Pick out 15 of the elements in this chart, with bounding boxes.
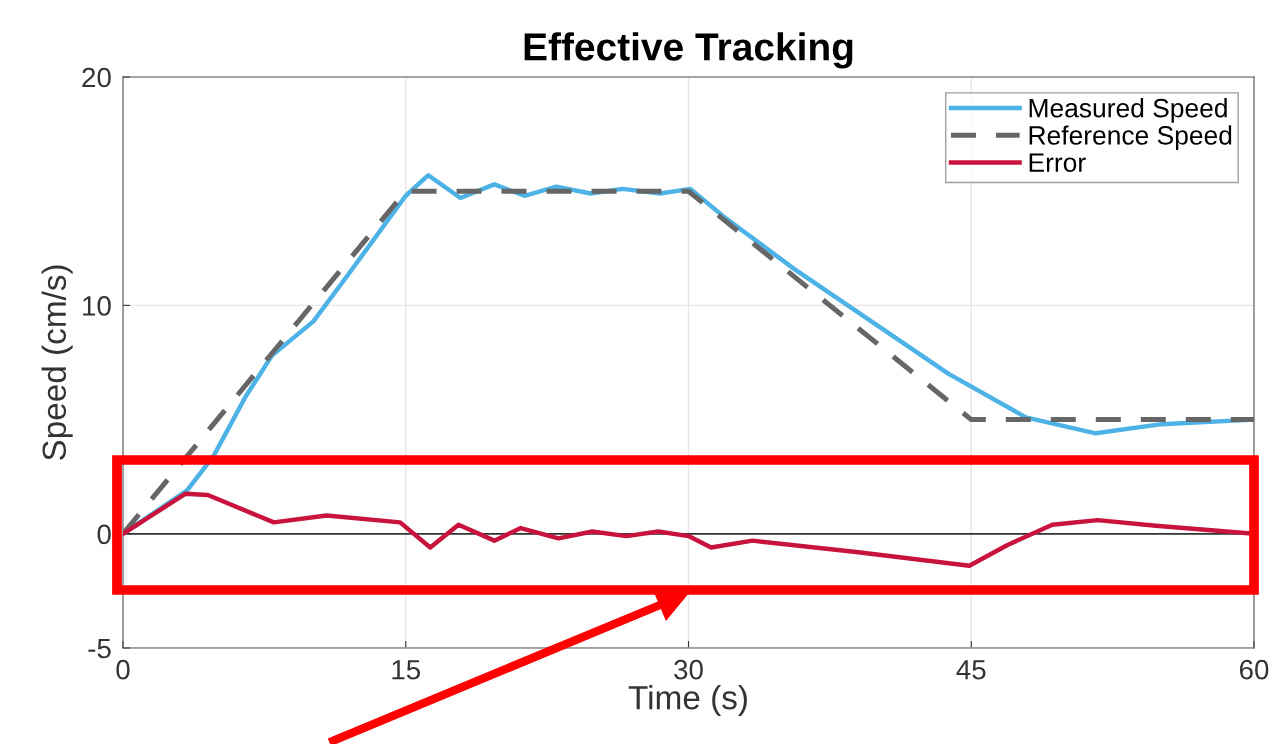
x-tick-label: 45 — [956, 660, 986, 680]
legend-label: Measured Speed — [1029, 98, 1227, 123]
legend-label: Reference Speed — [1029, 125, 1232, 150]
x-tick-label: 30 — [674, 659, 703, 680]
x-axis-title: Time (s) — [628, 685, 747, 717]
x-tick-label: 15 — [392, 660, 421, 680]
x-tick-label: 0 — [116, 659, 130, 680]
x-tick-label: 60 — [1239, 659, 1269, 680]
y-tick-label: -5 — [88, 638, 111, 659]
y-tick-label: 10 — [83, 296, 111, 316]
y-axis-title: Speed (cm/s) — [41, 265, 73, 461]
legend-label: Error — [1029, 153, 1086, 172]
y-tick-label: 20 — [82, 67, 111, 88]
chart-title: Effective Tracking — [524, 32, 853, 69]
y-tick-label: 0 — [97, 524, 111, 545]
